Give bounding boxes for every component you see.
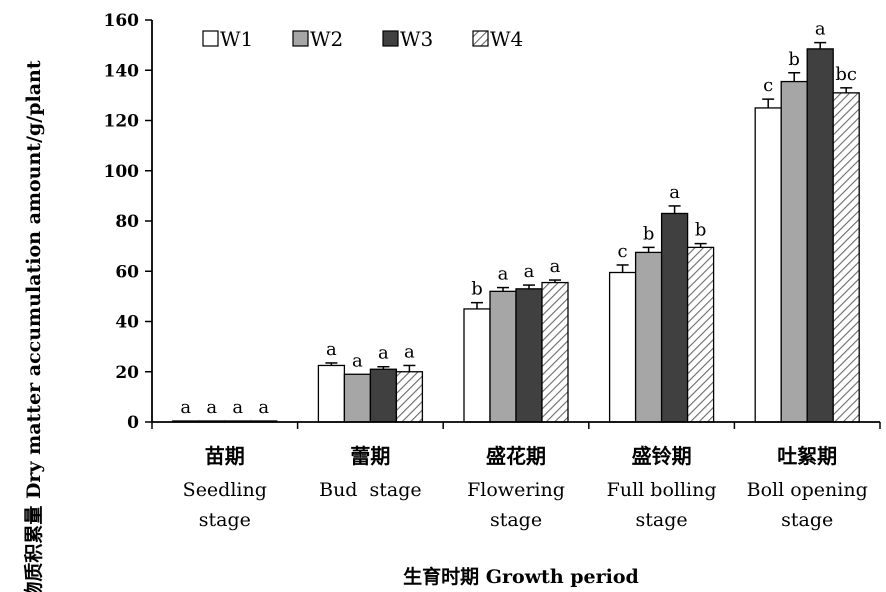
significance-letter: b xyxy=(695,220,707,241)
bar-w2 xyxy=(489,290,517,423)
category-label-en: stage xyxy=(636,509,688,531)
y-tick-label: 120 xyxy=(104,112,140,132)
y-tick-label: 140 xyxy=(104,61,140,81)
category-label-en: Boll opening xyxy=(747,479,868,501)
legend: W1 W2 W3 W4 xyxy=(202,27,523,51)
bar-w4 xyxy=(686,246,715,423)
bar-w1 xyxy=(463,308,491,423)
category-label-en: Flowering xyxy=(467,479,565,501)
significance-letter: b xyxy=(788,49,800,70)
category-label-en: stage xyxy=(490,509,542,531)
legend-swatch-w2 xyxy=(292,30,309,47)
significance-letter: bc xyxy=(835,64,857,85)
significance-letter: a xyxy=(524,261,535,282)
significance-letter: a xyxy=(378,343,389,364)
y-tick-label: 40 xyxy=(115,313,139,333)
y-tick-label: 160 xyxy=(104,11,140,31)
category-label-cn: 吐絮期 xyxy=(777,444,837,468)
bar-w4 xyxy=(395,371,424,423)
significance-letter: b xyxy=(643,223,655,244)
bar-w1 xyxy=(317,364,346,423)
significance-letter: a xyxy=(498,264,509,285)
bar-w4 xyxy=(541,281,569,423)
legend-label-w1: W1 xyxy=(220,27,253,51)
bar-w1 xyxy=(754,107,782,423)
significance-letter: a xyxy=(550,256,561,277)
category-label-en: Bud stage xyxy=(319,479,422,501)
y-tick-label: 80 xyxy=(115,212,139,232)
y-tick-label: 0 xyxy=(127,413,139,433)
y-axis-ticks: 0 20 40 60 80 100 120 140 160 xyxy=(104,11,152,433)
y-tick-label: 20 xyxy=(115,363,139,383)
x-axis-category-labels: 苗期 Seedling stage 蕾期 Bud stage 盛花期 Flowering st… xyxy=(183,444,868,531)
y-tick-label: 100 xyxy=(104,162,140,182)
axes xyxy=(151,20,881,429)
significance-letter: a xyxy=(180,397,191,418)
legend-label-w2: W2 xyxy=(310,27,343,51)
category-label-en: stage xyxy=(199,509,251,531)
legend-label-w4: W4 xyxy=(490,27,523,51)
category-label-cn: 蕾期 xyxy=(350,444,390,468)
significance-letter: a xyxy=(669,182,680,203)
category-label-en: Full bolling xyxy=(607,479,717,501)
significance-letter: c xyxy=(618,241,628,262)
category-label-cn: 苗期 xyxy=(205,444,245,468)
significance-letter: a xyxy=(404,341,415,362)
significance-letter: a xyxy=(352,350,363,371)
significance-letter: b xyxy=(471,279,483,300)
category-label-en: Seedling xyxy=(183,479,267,501)
bar-w4 xyxy=(832,92,860,423)
bar-w2 xyxy=(780,80,808,423)
legend-swatch-w3 xyxy=(382,30,399,47)
bar-w2 xyxy=(343,373,372,423)
bar-w2 xyxy=(634,251,663,423)
significance-letter: c xyxy=(763,75,773,96)
bar-w3 xyxy=(660,212,689,423)
category-label-cn: 盛花期 xyxy=(486,444,546,468)
legend-label-w3: W3 xyxy=(400,27,433,51)
significance-letter: a xyxy=(258,397,269,418)
bar-w3 xyxy=(515,288,543,423)
y-tick-label: 60 xyxy=(115,262,139,282)
bar-w1 xyxy=(608,271,637,423)
x-axis-title: 生育时期 Growth period xyxy=(403,565,639,588)
significance-letter: a xyxy=(815,19,826,40)
y-axis-title: 干物质积累量 Dry matter accumulation amount/g/… xyxy=(22,60,45,592)
legend-swatch-w1 xyxy=(202,30,219,47)
significance-letter: a xyxy=(326,339,337,360)
category-label-cn: 盛铃期 xyxy=(632,444,692,468)
bar-w3 xyxy=(806,48,834,423)
category-label-en: stage xyxy=(781,509,833,531)
significance-letter: a xyxy=(206,397,217,418)
legend-swatch-w4 xyxy=(472,30,489,47)
significance-letter: a xyxy=(232,397,243,418)
bar-w3 xyxy=(369,368,398,423)
